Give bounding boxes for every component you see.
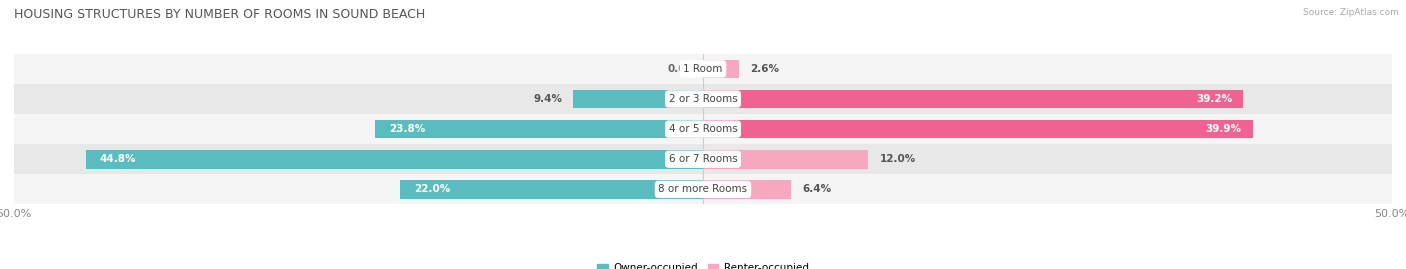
Bar — [703, 59, 738, 78]
Text: 2.6%: 2.6% — [749, 64, 779, 74]
Text: Source: ZipAtlas.com: Source: ZipAtlas.com — [1303, 8, 1399, 17]
Text: 6.4%: 6.4% — [803, 184, 831, 194]
Legend: Owner-occupied, Renter-occupied: Owner-occupied, Renter-occupied — [593, 259, 813, 269]
Bar — [703, 180, 792, 199]
Bar — [14, 84, 1392, 114]
Text: 44.8%: 44.8% — [100, 154, 136, 164]
Bar — [375, 120, 703, 139]
Bar — [14, 54, 1392, 84]
Text: HOUSING STRUCTURES BY NUMBER OF ROOMS IN SOUND BEACH: HOUSING STRUCTURES BY NUMBER OF ROOMS IN… — [14, 8, 425, 21]
Text: 39.9%: 39.9% — [1206, 124, 1241, 134]
Text: 0.0%: 0.0% — [666, 64, 696, 74]
Text: 39.2%: 39.2% — [1197, 94, 1232, 104]
Text: 22.0%: 22.0% — [413, 184, 450, 194]
Text: 2 or 3 Rooms: 2 or 3 Rooms — [669, 94, 737, 104]
Text: 9.4%: 9.4% — [533, 94, 562, 104]
Text: 8 or more Rooms: 8 or more Rooms — [658, 184, 748, 194]
Bar — [14, 174, 1392, 204]
Bar — [399, 180, 703, 199]
Text: 12.0%: 12.0% — [879, 154, 915, 164]
Bar — [703, 90, 1243, 108]
Bar — [14, 144, 1392, 174]
Text: 4 or 5 Rooms: 4 or 5 Rooms — [669, 124, 737, 134]
Bar — [703, 150, 869, 169]
Text: 6 or 7 Rooms: 6 or 7 Rooms — [669, 154, 737, 164]
Text: 1 Room: 1 Room — [683, 64, 723, 74]
Bar — [703, 120, 1253, 139]
Bar — [574, 90, 703, 108]
Text: 23.8%: 23.8% — [389, 124, 425, 134]
Bar — [14, 114, 1392, 144]
Bar — [86, 150, 703, 169]
